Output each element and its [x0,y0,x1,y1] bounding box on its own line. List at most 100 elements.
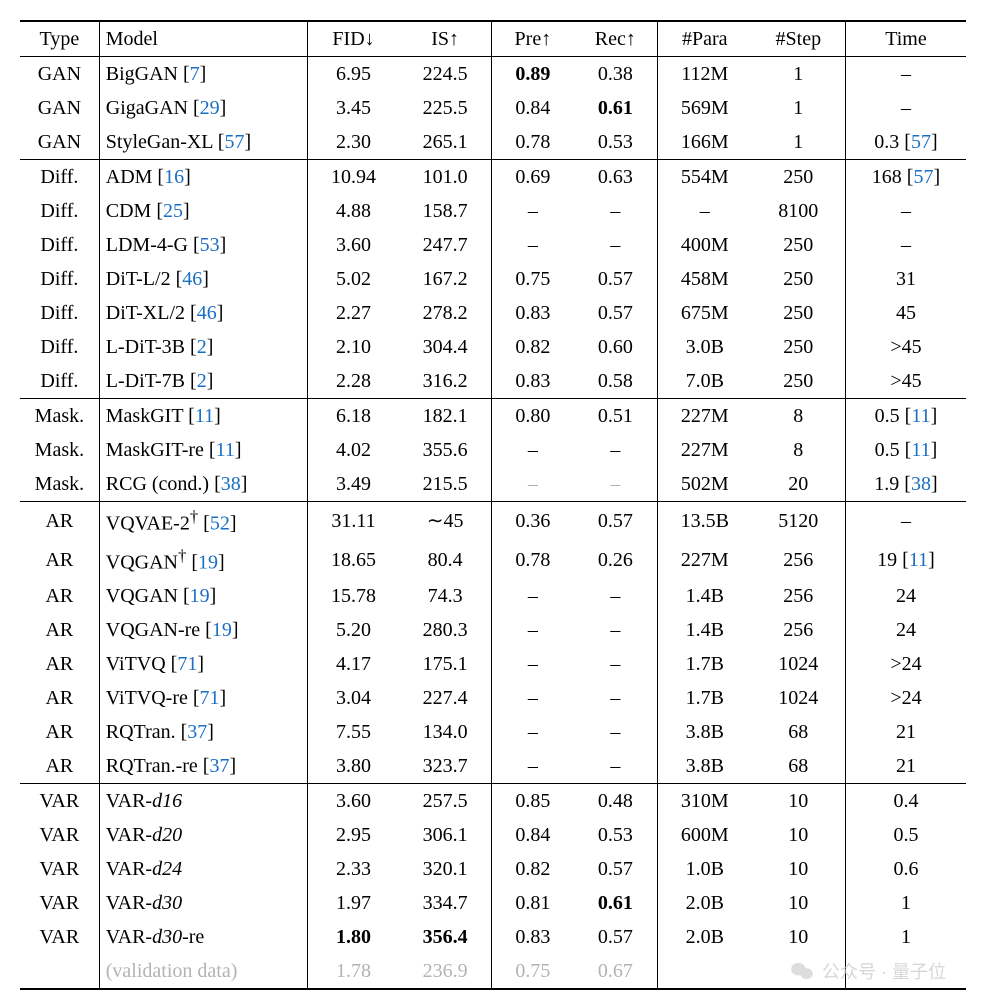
table-row: Diff.DiT-L/2 [46]5.02167.20.750.57458M25… [20,262,966,296]
cell-is: 175.1 [399,647,491,681]
cell-para: 310M [657,784,751,819]
cell-step: 250 [752,228,846,262]
cell-step: 256 [752,613,846,647]
cell-time: 0.5 [11] [845,433,966,467]
cell-time: 0.5 [11] [845,399,966,434]
cell-pre: – [491,613,573,647]
cell-is: 158.7 [399,194,491,228]
cell-time: 0.6 [845,852,966,886]
cell-time: – [845,91,966,125]
cell-type: AR [20,613,99,647]
cell-fid: 2.28 [307,364,399,399]
cell-fid: 4.88 [307,194,399,228]
cell-is: 134.0 [399,715,491,749]
cell-is: 304.4 [399,330,491,364]
cell-pre: 0.83 [491,920,573,954]
table-row: GANStyleGan-XL [57]2.30265.10.780.53166M… [20,125,966,160]
table-row: Mask.RCG (cond.) [38]3.49215.5––502M201.… [20,467,966,502]
cell-type: GAN [20,57,99,92]
cell-pre: – [491,715,573,749]
cell-type: VAR [20,852,99,886]
cell-time [845,954,966,989]
cell-pre: 0.85 [491,784,573,819]
cell-step: 250 [752,330,846,364]
cell-rec: 0.60 [574,330,657,364]
cell-fid: 3.04 [307,681,399,715]
table-row: VARVAR-d242.33320.10.820.571.0B100.6 [20,852,966,886]
cell-step: 1024 [752,681,846,715]
cell-time: 1 [845,920,966,954]
cell-type: GAN [20,91,99,125]
cell-type: Diff. [20,262,99,296]
cell-pre: 0.75 [491,954,573,989]
cell-time: 31 [845,262,966,296]
cell-fid: 6.18 [307,399,399,434]
cell-is: 355.6 [399,433,491,467]
cell-pre: 0.80 [491,399,573,434]
cell-step: 1 [752,91,846,125]
header-row: Type Model FID↓ IS↑ Pre↑ Rec↑ #Para #Ste… [20,21,966,57]
cell-is: 334.7 [399,886,491,920]
cell-rec: 0.57 [574,262,657,296]
cell-time: 0.3 [57] [845,125,966,160]
table-row: ARVQGAN [19]15.7874.3––1.4B25624 [20,579,966,613]
cell-fid: 2.33 [307,852,399,886]
cell-rec: – [574,579,657,613]
cell-model: VAR-d30-re [99,920,307,954]
cell-para: 3.8B [657,715,751,749]
cell-type: AR [20,681,99,715]
cell-fid: 1.97 [307,886,399,920]
cell-fid: 2.27 [307,296,399,330]
cell-type: VAR [20,818,99,852]
cell-step: 8 [752,399,846,434]
cell-step: 1 [752,57,846,92]
cell-model: BigGAN [7] [99,57,307,92]
cell-rec: – [574,194,657,228]
cell-step: 250 [752,364,846,399]
cell-pre: – [491,681,573,715]
cell-para: 2.0B [657,920,751,954]
table-row: (validation data)1.78236.90.750.67 [20,954,966,989]
cell-pre: – [491,579,573,613]
cell-type [20,954,99,989]
cell-rec: 0.67 [574,954,657,989]
cell-is: 316.2 [399,364,491,399]
cell-fid: 7.55 [307,715,399,749]
cell-rec: – [574,681,657,715]
cell-is: 356.4 [399,920,491,954]
cell-time: >45 [845,364,966,399]
cell-time: 1 [845,886,966,920]
cell-time: >45 [845,330,966,364]
cell-rec: – [574,647,657,681]
cell-step: 10 [752,784,846,819]
cell-model: CDM [25] [99,194,307,228]
cell-para: 1.0B [657,852,751,886]
cell-fid: 2.10 [307,330,399,364]
table-row: Diff.L-DiT-7B [2]2.28316.20.830.587.0B25… [20,364,966,399]
cell-model: VQGAN-re [19] [99,613,307,647]
cell-model: L-DiT-3B [2] [99,330,307,364]
cell-para: 3.0B [657,330,751,364]
cell-type: VAR [20,784,99,819]
cell-para: 569M [657,91,751,125]
cell-model: (validation data) [99,954,307,989]
cell-fid: 5.02 [307,262,399,296]
table-row: VARVAR-d30-re1.80356.40.830.572.0B101 [20,920,966,954]
cell-para: 166M [657,125,751,160]
cell-is: 265.1 [399,125,491,160]
cell-step: 10 [752,852,846,886]
cell-time: 1.9 [38] [845,467,966,502]
cell-para: 2.0B [657,886,751,920]
cell-time: 0.5 [845,818,966,852]
cell-pre: 0.84 [491,818,573,852]
comparison-table: Type Model FID↓ IS↑ Pre↑ Rec↑ #Para #Ste… [20,20,966,990]
cell-fid: 3.60 [307,228,399,262]
cell-fid: 1.80 [307,920,399,954]
cell-fid: 18.65 [307,541,399,580]
cell-rec: 0.57 [574,920,657,954]
table-row: Diff.L-DiT-3B [2]2.10304.40.820.603.0B25… [20,330,966,364]
cell-model: VAR-d30 [99,886,307,920]
cell-para: 112M [657,57,751,92]
cell-pre: – [491,433,573,467]
cell-is: 278.2 [399,296,491,330]
